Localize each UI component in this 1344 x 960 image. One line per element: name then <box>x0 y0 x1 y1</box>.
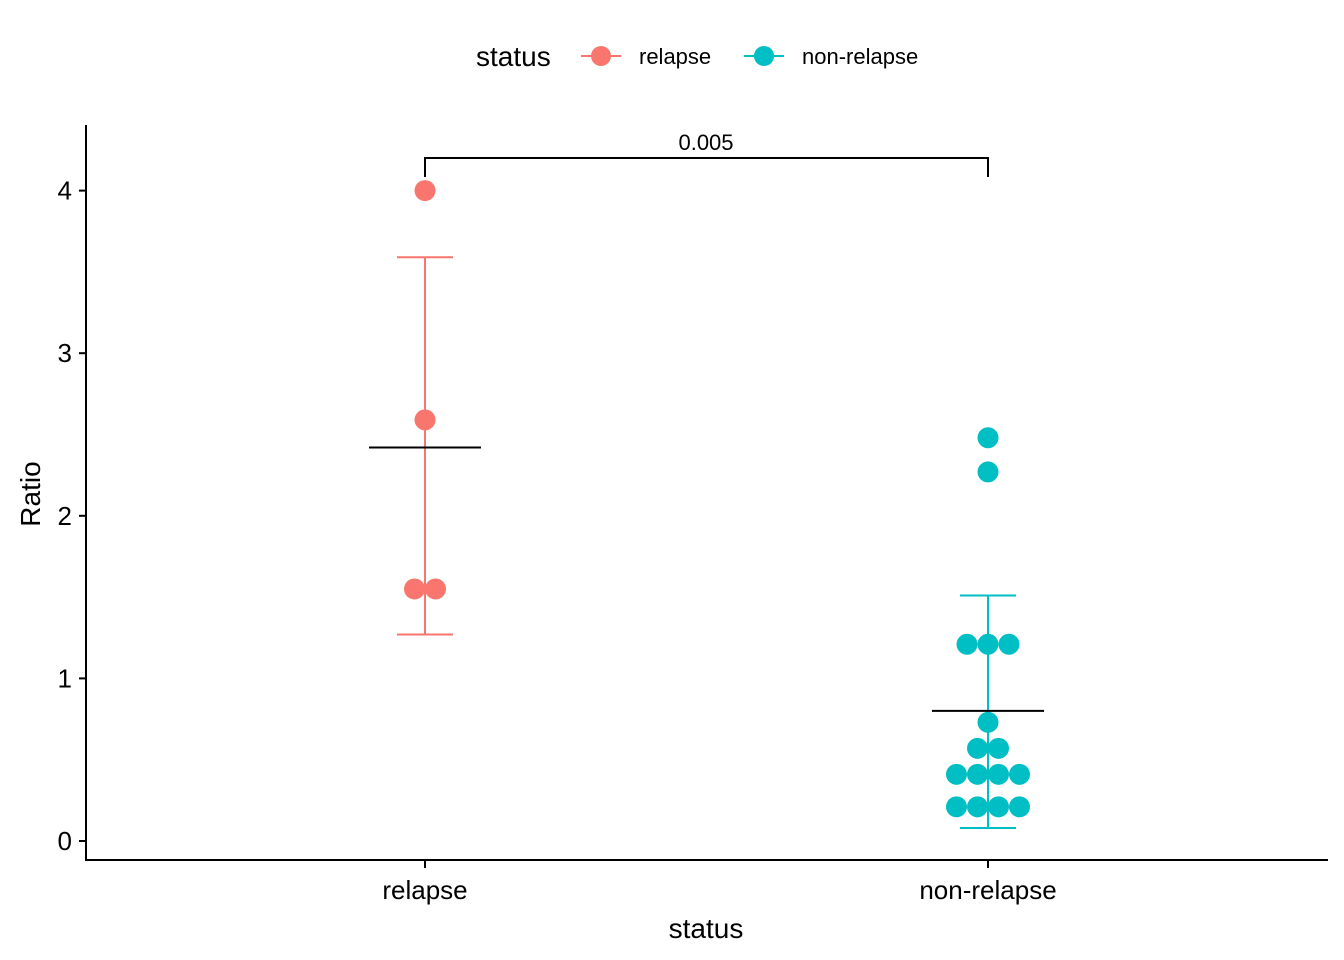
data-point-non-relapse <box>946 796 967 818</box>
y-tick-label: 2 <box>58 501 72 531</box>
legend: status relapse non-relapse <box>476 41 918 72</box>
legend-label-relapse: relapse <box>639 44 711 69</box>
data-point-relapse <box>414 180 436 202</box>
x-tick-label: non-relapse <box>919 875 1056 905</box>
y-axis-ticks: 0 1 2 3 4 <box>58 176 86 856</box>
y-tick-label: 3 <box>58 338 72 368</box>
data-point-non-relapse <box>946 763 967 785</box>
series-layer <box>369 180 1044 829</box>
y-tick-label: 1 <box>58 663 72 693</box>
data-point-non-relapse <box>956 633 978 655</box>
legend-key-dot-non-relapse <box>754 46 774 66</box>
data-point-non-relapse <box>988 796 1009 818</box>
data-point-relapse <box>425 578 446 600</box>
data-point-non-relapse <box>977 711 999 733</box>
data-point-non-relapse <box>967 737 988 759</box>
legend-label-non-relapse: non-relapse <box>802 44 918 69</box>
data-point-non-relapse <box>977 461 999 483</box>
legend-title: status <box>476 41 551 72</box>
significance-bracket-line <box>424 157 989 177</box>
x-axis-ticks: relapse non-relapse <box>382 860 1057 905</box>
data-point-non-relapse <box>967 796 988 818</box>
data-point-relapse <box>404 578 425 600</box>
legend-key-dot-relapse <box>591 46 611 66</box>
data-point-non-relapse <box>967 763 988 785</box>
x-tick-label: relapse <box>382 875 467 905</box>
data-point-non-relapse <box>988 763 1009 785</box>
legend-entry-relapse: relapse <box>581 44 711 69</box>
series-non-relapse <box>932 427 1044 829</box>
y-axis-title: Ratio <box>15 461 46 526</box>
legend-entry-non-relapse: non-relapse <box>744 44 918 69</box>
significance-p-value: 0.005 <box>678 130 733 155</box>
data-point-non-relapse <box>1009 796 1030 818</box>
data-point-non-relapse <box>977 427 999 449</box>
y-tick-label: 0 <box>58 826 72 856</box>
significance-bracket: 0.005 <box>424 130 989 177</box>
y-tick-label: 4 <box>58 176 72 206</box>
data-point-relapse <box>414 409 436 431</box>
series-relapse <box>369 180 481 636</box>
data-point-non-relapse <box>1009 763 1030 785</box>
data-point-non-relapse <box>977 633 999 655</box>
x-axis-title: status <box>669 913 744 944</box>
data-point-non-relapse <box>998 633 1020 655</box>
data-point-non-relapse <box>988 737 1009 759</box>
